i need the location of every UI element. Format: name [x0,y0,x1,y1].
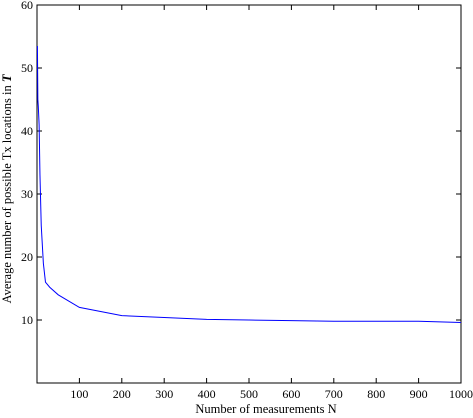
y-axis-label-symbol: T [0,73,14,82]
y-axis-label: Average number of possible Tx locations … [0,73,14,303]
x-tick-label: 300 [155,387,173,401]
y-tick-label: 40 [21,124,33,138]
plot-area [36,4,462,384]
x-tick-label: 100 [70,387,88,401]
y-tick-label: 60 [21,0,33,12]
x-tick-label: 900 [410,387,428,401]
series-layer [36,45,462,324]
axis-ticks [37,4,462,383]
axes-frame [36,4,462,384]
y-tick-label: 30 [21,187,33,201]
x-tick-label: 200 [113,387,131,401]
y-tick-label: 20 [21,250,33,264]
y-tick-label: 50 [21,61,33,75]
x-tick-label: 400 [198,387,216,401]
x-tick-label: 1000 [449,387,473,401]
y-tick-label: 10 [21,313,33,327]
x-tick-label: 500 [240,387,258,401]
series-line [36,45,462,324]
x-tick-label: 700 [325,387,343,401]
y-axis-label-main: Average number of possible Tx locations … [0,82,14,303]
x-tick-label: 600 [282,387,300,401]
x-axis-label: Number of measurements N [195,402,336,416]
axis-tick-labels: 100 200 300 400 500 600 700 800 900 1000 10 20 30 40 5… [21,0,473,401]
x-tick-label: 800 [367,387,385,401]
